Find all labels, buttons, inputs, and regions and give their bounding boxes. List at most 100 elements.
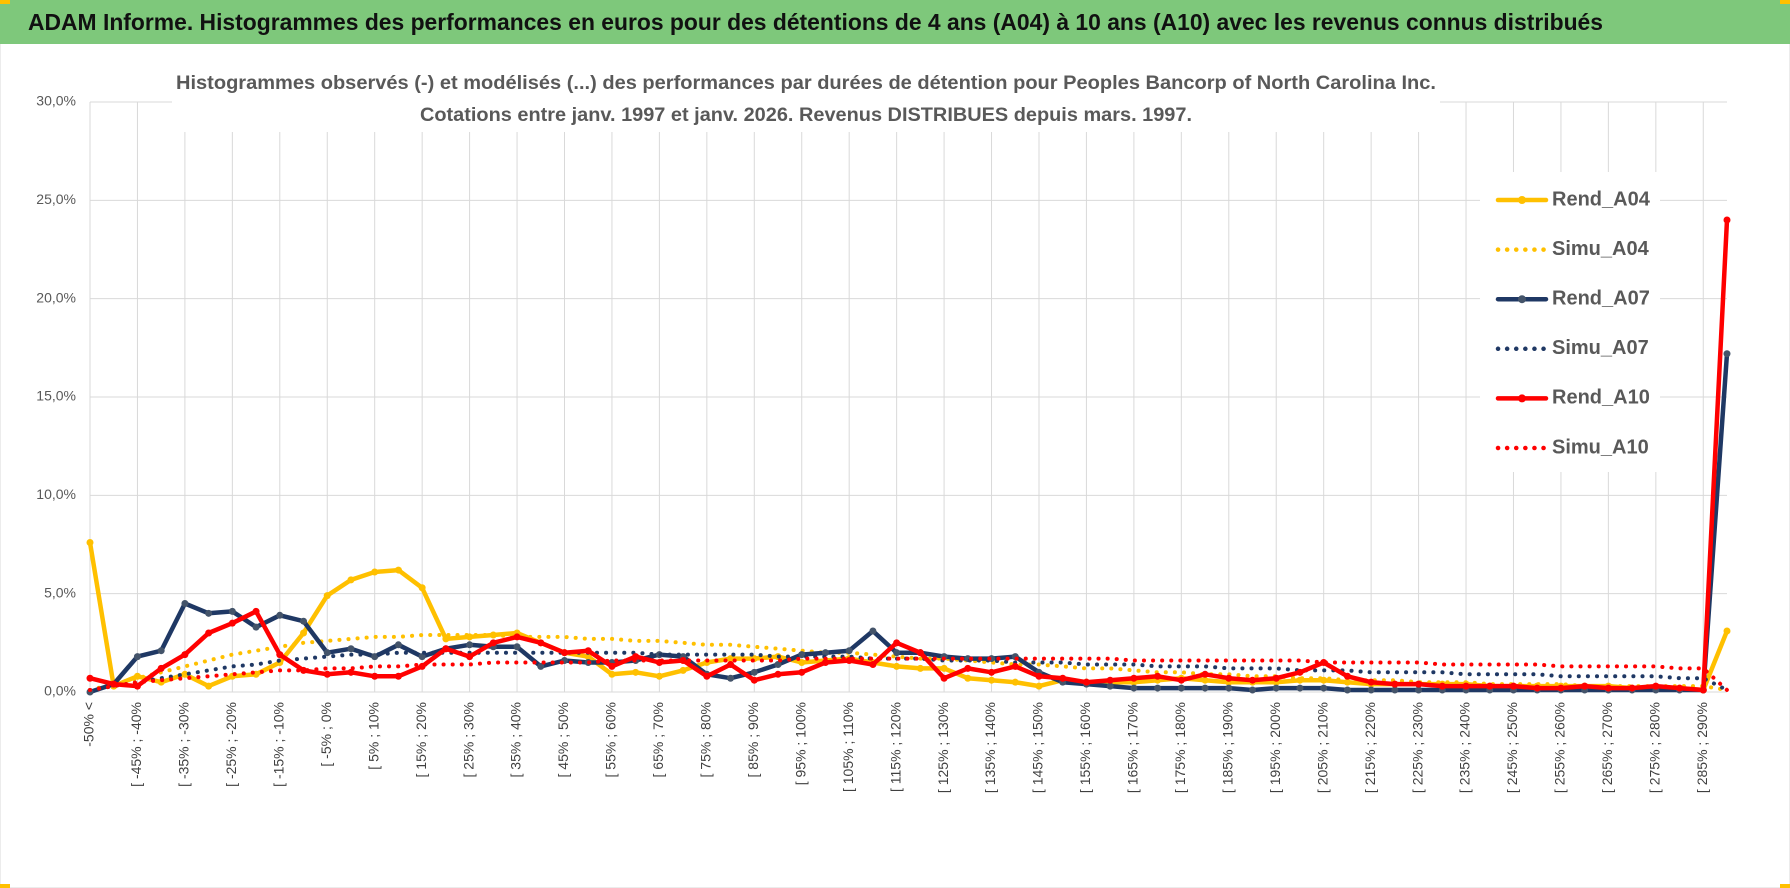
data-point (1225, 674, 1233, 682)
data-point (821, 659, 829, 666)
x-tick-label: [ 145% ; 150% (1030, 702, 1046, 793)
data-point (703, 672, 711, 680)
data-point (228, 619, 236, 627)
x-tick-label: [ 185% ; 190% (1219, 702, 1235, 793)
data-point (1154, 684, 1162, 692)
data-point (86, 539, 94, 547)
data-point (1391, 680, 1399, 688)
data-point (1011, 662, 1019, 670)
data-point (1367, 686, 1375, 694)
data-point (323, 649, 331, 657)
data-point (228, 607, 236, 615)
series-line (88, 656, 1729, 692)
data-point (940, 664, 948, 672)
corner (1780, 884, 1790, 888)
x-tick-label: [ -5% ; 0% (318, 702, 334, 767)
data-point (323, 592, 331, 600)
legend-label: Simu_A07 (1552, 337, 1649, 359)
data-point (1415, 680, 1423, 688)
data-point (133, 653, 141, 661)
data-point (442, 645, 450, 653)
data-point (584, 647, 592, 655)
data-point (513, 633, 521, 641)
data-point (1343, 686, 1351, 694)
data-point (347, 645, 355, 653)
corner (1780, 0, 1790, 4)
legend-label: Simu_A10 (1552, 436, 1649, 458)
data-point (632, 668, 640, 676)
y-tick-label: 0,0% (44, 683, 76, 699)
data-point (205, 682, 213, 690)
data-point (560, 649, 568, 657)
data-point (1154, 672, 1162, 680)
x-tick-label: [ 75% ; 80% (698, 702, 714, 778)
data-point (1676, 684, 1684, 692)
data-point (252, 623, 260, 631)
data-point (181, 600, 189, 607)
data-point (1201, 676, 1209, 684)
data-point (632, 653, 640, 661)
data-point (1391, 686, 1399, 694)
data-point (584, 653, 592, 661)
data-point (608, 670, 616, 678)
data-point (916, 649, 924, 657)
data-point (916, 664, 924, 672)
data-point (964, 674, 972, 682)
data-point (1699, 686, 1707, 694)
data-point (1296, 668, 1304, 676)
y-tick-label: 15,0% (36, 388, 76, 404)
data-point (300, 666, 308, 674)
data-point (300, 617, 308, 625)
data-point (205, 629, 213, 637)
y-tick-label: 10,0% (36, 486, 76, 502)
data-point (347, 576, 355, 584)
data-point (869, 627, 877, 635)
data-point (727, 660, 735, 668)
x-tick-label: [ 225% ; 230% (1409, 702, 1425, 793)
plot-area: 0,0% 5,0% 10,0% 15,0% 20,0% 25,0% 30,0% -50% < [… (36, 93, 1731, 793)
data-point (418, 584, 426, 592)
data-point (1035, 682, 1043, 690)
x-tick-label: [ 5% ; 10% (365, 702, 381, 770)
data-point (1723, 627, 1731, 635)
chart-subtitle: Histogrammes observés (-) et modélisés (… (176, 73, 1436, 94)
data-point (276, 611, 284, 619)
data-point (489, 639, 497, 647)
x-tick-label: [ 105% ; 110% (840, 702, 856, 792)
data-point (727, 655, 735, 663)
data-point (893, 639, 901, 647)
x-tick-label: [ 215% ; 220% (1362, 702, 1378, 793)
legend-label: Rend_A04 (1552, 188, 1651, 210)
data-point (1557, 684, 1565, 692)
x-tick-label: [ 285% ; 290% (1694, 702, 1710, 793)
data-point (1249, 676, 1257, 684)
x-tick-label: [ -45% ; -40% (128, 702, 144, 787)
legend-marker (1518, 394, 1526, 403)
data-point (1581, 682, 1589, 690)
data-point (1509, 682, 1517, 690)
data-point (371, 653, 379, 661)
data-point (1177, 684, 1185, 692)
data-point (774, 660, 782, 668)
x-tick-label: [ -35% ; -30% (176, 702, 192, 787)
x-tick-label: [ 135% ; 140% (982, 702, 998, 793)
corner (0, 0, 10, 4)
legend-label: Rend_A10 (1552, 387, 1650, 409)
x-tick-label: [ 175% ; 180% (1172, 702, 1188, 793)
data-point (513, 643, 521, 651)
data-point (1011, 678, 1019, 686)
data-point (276, 651, 284, 659)
data-point (1130, 684, 1138, 692)
data-point (1225, 684, 1233, 692)
data-point (1177, 676, 1185, 684)
data-point (1272, 684, 1280, 692)
data-point (394, 566, 402, 574)
x-tick-label: [ -15% ; -10% (271, 702, 287, 787)
series-line (87, 217, 1730, 693)
data-point (1628, 684, 1636, 692)
x-tick-label: [ 205% ; 210% (1314, 702, 1330, 793)
data-point (1059, 674, 1067, 682)
x-tick-label: [ 235% ; 240% (1457, 702, 1473, 793)
x-tick-label: [ 125% ; 130% (935, 702, 951, 793)
